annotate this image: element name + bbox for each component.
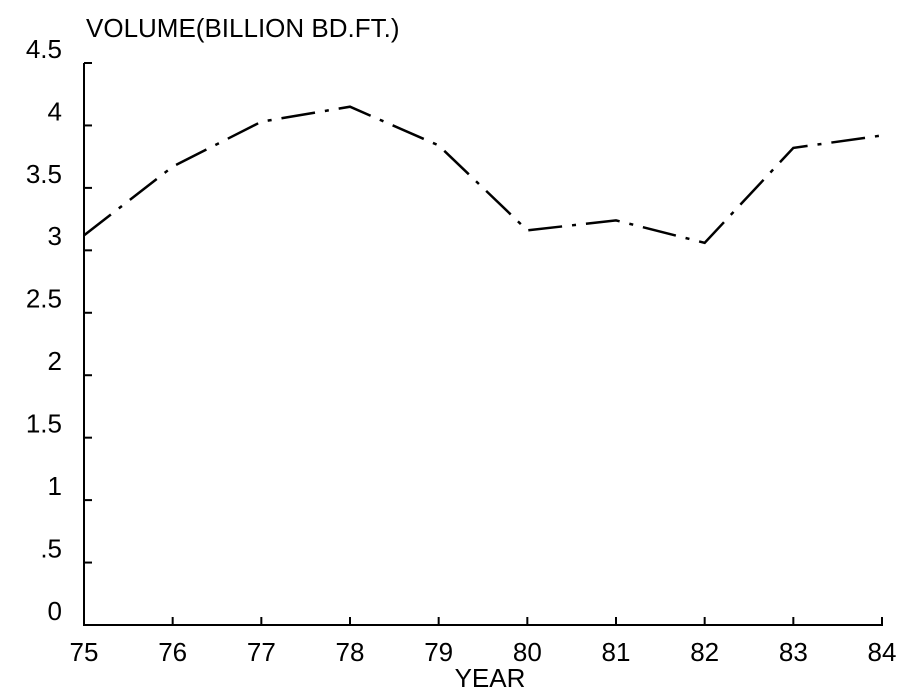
data-line bbox=[83, 105, 883, 245]
y-tick-label: 4.5 bbox=[26, 34, 62, 64]
y-tick-label: 2 bbox=[48, 346, 62, 376]
y-axis-label: VOLUME(BILLION BD.FT.) bbox=[86, 13, 400, 43]
y-tick-label: 2.5 bbox=[26, 284, 62, 314]
x-tick-label: 84 bbox=[868, 637, 897, 667]
x-tick-label: 77 bbox=[247, 637, 276, 667]
x-tick-label: 75 bbox=[70, 637, 99, 667]
x-tick-label: 76 bbox=[158, 637, 187, 667]
y-tick-label: 3 bbox=[48, 221, 62, 251]
y-tick-label: 4 bbox=[48, 96, 62, 126]
y-tick-label: 3.5 bbox=[26, 159, 62, 189]
y-tick-label: .5 bbox=[40, 533, 62, 563]
x-tick-label: 78 bbox=[336, 637, 365, 667]
y-tick-label: 1.5 bbox=[26, 409, 62, 439]
x-tick-label: 80 bbox=[513, 637, 542, 667]
x-tick-label: 83 bbox=[779, 637, 808, 667]
x-tick-label: 82 bbox=[690, 637, 719, 667]
y-tick-label: 1 bbox=[48, 471, 62, 501]
x-tick-label: 81 bbox=[602, 637, 631, 667]
x-tick-label: 79 bbox=[424, 637, 453, 667]
x-axis-label: YEAR bbox=[455, 663, 526, 692]
y-tick-label: 0 bbox=[48, 596, 62, 626]
